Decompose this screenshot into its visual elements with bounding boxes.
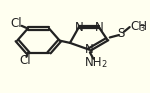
Text: NH: NH — [85, 56, 102, 69]
Text: 3: 3 — [140, 24, 145, 33]
Text: CH: CH — [130, 20, 147, 33]
Text: 2: 2 — [101, 60, 106, 69]
Text: Cl: Cl — [19, 54, 31, 67]
Text: N: N — [85, 43, 94, 56]
Text: N: N — [94, 21, 103, 34]
Text: S: S — [118, 27, 125, 40]
Text: Cl: Cl — [10, 17, 22, 30]
Text: N: N — [75, 21, 83, 34]
